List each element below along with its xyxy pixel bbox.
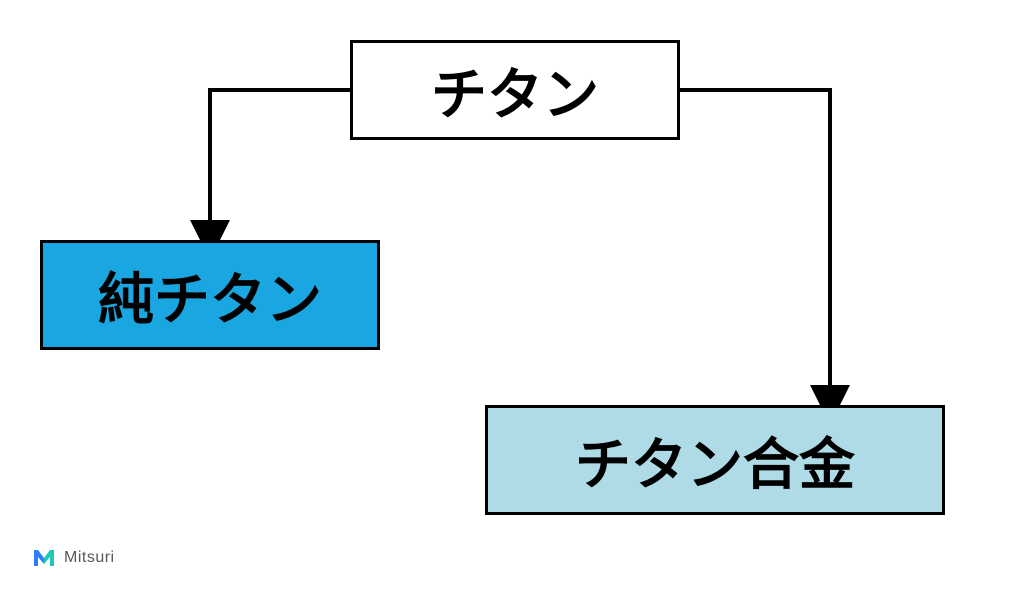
- node-root: チタン: [350, 40, 680, 140]
- node-root-label: チタン: [431, 50, 599, 131]
- node-pure-titanium: 純チタン: [40, 240, 380, 350]
- brand-logo: Mitsuri: [32, 546, 115, 570]
- titanium-classification-diagram: チタン 純チタン チタン合金 Mitsuri: [0, 0, 1024, 600]
- logo-mark-icon: [32, 546, 56, 570]
- logo-text: Mitsuri: [64, 549, 115, 567]
- node-titanium-alloy: チタン合金: [485, 405, 945, 515]
- node-left-label: 純チタン: [98, 255, 322, 336]
- node-right-label: チタン合金: [575, 420, 855, 501]
